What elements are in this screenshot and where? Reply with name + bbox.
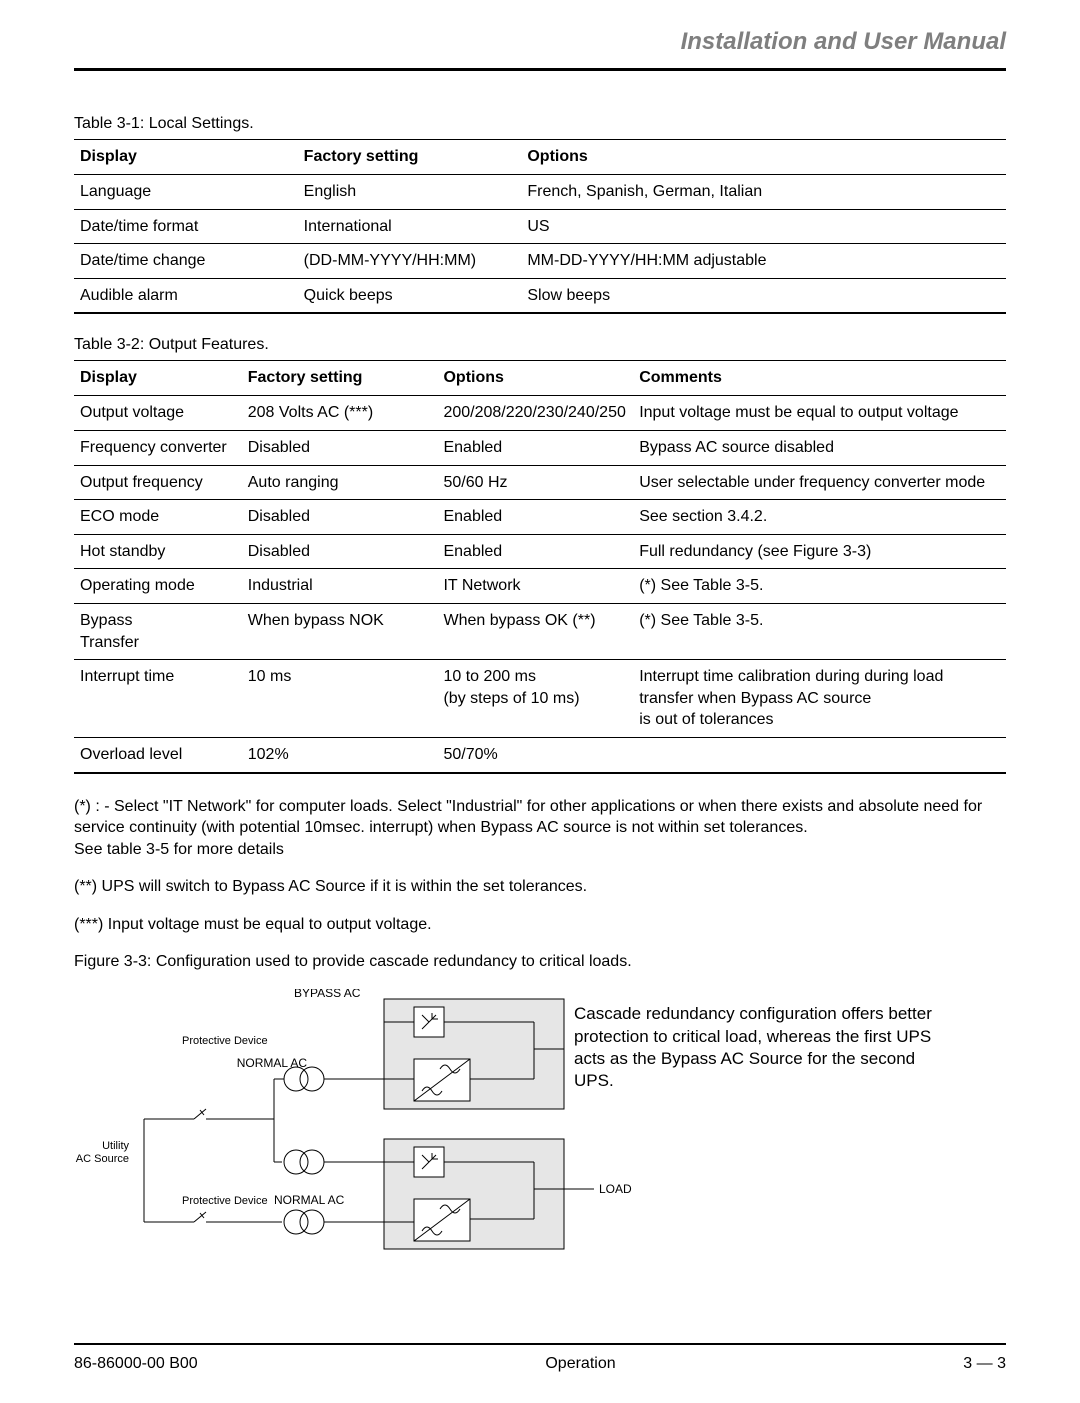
table-header-row: DisplayFactory settingOptions (74, 140, 1006, 175)
table-row: Overload level102%50/70% (74, 737, 1006, 772)
table-row: LanguageEnglishFrench, Spanish, German, … (74, 175, 1006, 210)
figure-3-3: BYPASS AC Protective Device NORMAL AC Ut… (74, 989, 1006, 1289)
table-cell: 200/208/220/230/240/250 (437, 396, 633, 431)
table-cell: 50/60 Hz (437, 465, 633, 500)
footer-center: Operation (545, 1355, 615, 1373)
table-cell: Enabled (437, 500, 633, 535)
table-cell: 208 Volts AC (***) (242, 396, 438, 431)
footnote-3: (***) Input voltage must be equal to out… (74, 914, 1006, 936)
label-normal-ac-2: NORMAL AC (274, 1193, 345, 1207)
table-cell: Audible alarm (74, 278, 298, 313)
table-cell: French, Spanish, German, Italian (521, 175, 1006, 210)
table-cell: Disabled (242, 500, 438, 535)
table-cell: See section 3.4.2. (633, 500, 1006, 535)
table-row: Bypass TransferWhen bypass NOKWhen bypas… (74, 603, 1006, 659)
table-row: Hot standbyDisabledEnabledFull redundanc… (74, 534, 1006, 569)
table-row: Interrupt time10 ms10 to 200 ms (by step… (74, 660, 1006, 738)
table-cell: Enabled (437, 534, 633, 569)
table-cell: US (521, 209, 1006, 244)
table-cell: Date/time format (74, 209, 298, 244)
table-cell: MM-DD-YYYY/HH:MM adjustable (521, 244, 1006, 279)
column-header: Options (437, 361, 633, 396)
table-cell: 102% (242, 737, 438, 772)
table-cell (633, 737, 1006, 772)
table-3-1-caption: Table 3-1: Local Settings. (74, 115, 1006, 133)
page-title: Installation and User Manual (74, 28, 1006, 71)
table-cell: User selectable under frequency converte… (633, 465, 1006, 500)
table-cell: Bypass AC source disabled (633, 430, 1006, 465)
footer-right: 3 — 3 (963, 1355, 1006, 1373)
footnotes: (*) : - Select "IT Network" for computer… (74, 796, 1006, 936)
label-normal-ac-1: NORMAL AC (237, 1056, 308, 1070)
label-utility-2: AC Source (76, 1153, 129, 1165)
table-cell: Interrupt time (74, 660, 242, 738)
figure-description: Cascade redundancy configuration offers … (574, 1003, 944, 1091)
table-cell: (*) See Table 3-5. (633, 569, 1006, 604)
table-cell: Output frequency (74, 465, 242, 500)
table-cell: 10 to 200 ms (by steps of 10 ms) (437, 660, 633, 738)
table-row: Operating modeIndustrialIT Network(*) Se… (74, 569, 1006, 604)
table-cell: Disabled (242, 430, 438, 465)
ups2-box (384, 1139, 564, 1249)
footer-left: 86-86000-00 B00 (74, 1355, 198, 1373)
label-load: LOAD (599, 1182, 632, 1196)
label-protective-1: Protective Device (182, 1035, 268, 1047)
table-row: ECO modeDisabledEnabledSee section 3.4.2… (74, 500, 1006, 535)
table-cell: Output voltage (74, 396, 242, 431)
table-cell: Hot standby (74, 534, 242, 569)
column-header: Display (74, 140, 298, 175)
table-header-row: DisplayFactory settingOptionsComments (74, 361, 1006, 396)
table-cell: International (298, 209, 522, 244)
table-cell: Interrupt time calibration during during… (633, 660, 1006, 738)
table-cell: When bypass OK (**) (437, 603, 633, 659)
table-cell: (*) See Table 3-5. (633, 603, 1006, 659)
table-cell: 10 ms (242, 660, 438, 738)
table-cell: Overload level (74, 737, 242, 772)
footnote-2: (**) UPS will switch to Bypass AC Source… (74, 876, 1006, 898)
footnote-1: (*) : - Select "IT Network" for computer… (74, 796, 1006, 861)
table-cell: Frequency converter (74, 430, 242, 465)
cascade-diagram: BYPASS AC Protective Device NORMAL AC Ut… (74, 989, 634, 1289)
table-cell: When bypass NOK (242, 603, 438, 659)
table-row: Output voltage208 Volts AC (***)200/208/… (74, 396, 1006, 431)
figure-3-3-caption: Figure 3-3: Configuration used to provid… (74, 953, 1006, 971)
label-protective-2: Protective Device (182, 1195, 268, 1207)
table-cell: Auto ranging (242, 465, 438, 500)
table-row: Output frequencyAuto ranging50/60 HzUser… (74, 465, 1006, 500)
table-3-1: DisplayFactory settingOptions LanguageEn… (74, 139, 1006, 314)
table-cell: Bypass Transfer (74, 603, 242, 659)
label-utility-1: Utility (102, 1140, 129, 1152)
column-header: Factory setting (298, 140, 522, 175)
table-cell: IT Network (437, 569, 633, 604)
column-header: Display (74, 361, 242, 396)
table-3-2: DisplayFactory settingOptionsComments Ou… (74, 360, 1006, 773)
table-cell: Industrial (242, 569, 438, 604)
label-bypass-ac: BYPASS AC (294, 989, 361, 1000)
table-cell: Slow beeps (521, 278, 1006, 313)
table-cell: Language (74, 175, 298, 210)
table-3-2-caption: Table 3-2: Output Features. (74, 336, 1006, 354)
ups1-box (384, 999, 564, 1109)
table-cell: 50/70% (437, 737, 633, 772)
table-row: Frequency converterDisabledEnabledBypass… (74, 430, 1006, 465)
table-cell: Quick beeps (298, 278, 522, 313)
table-cell: Disabled (242, 534, 438, 569)
table-cell: Enabled (437, 430, 633, 465)
column-header: Comments (633, 361, 1006, 396)
table-cell: English (298, 175, 522, 210)
column-header: Factory setting (242, 361, 438, 396)
column-header: Options (521, 140, 1006, 175)
table-cell: Full redundancy (see Figure 3-3) (633, 534, 1006, 569)
table-cell: (DD-MM-YYYY/HH:MM) (298, 244, 522, 279)
table-cell: ECO mode (74, 500, 242, 535)
table-cell: Input voltage must be equal to output vo… (633, 396, 1006, 431)
table-row: Audible alarmQuick beepsSlow beeps (74, 278, 1006, 313)
table-cell: Operating mode (74, 569, 242, 604)
table-row: Date/time formatInternationalUS (74, 209, 1006, 244)
page-footer: 86-86000-00 B00 Operation 3 — 3 (74, 1343, 1006, 1373)
table-cell: Date/time change (74, 244, 298, 279)
table-row: Date/time change(DD-MM-YYYY/HH:MM)MM-DD-… (74, 244, 1006, 279)
